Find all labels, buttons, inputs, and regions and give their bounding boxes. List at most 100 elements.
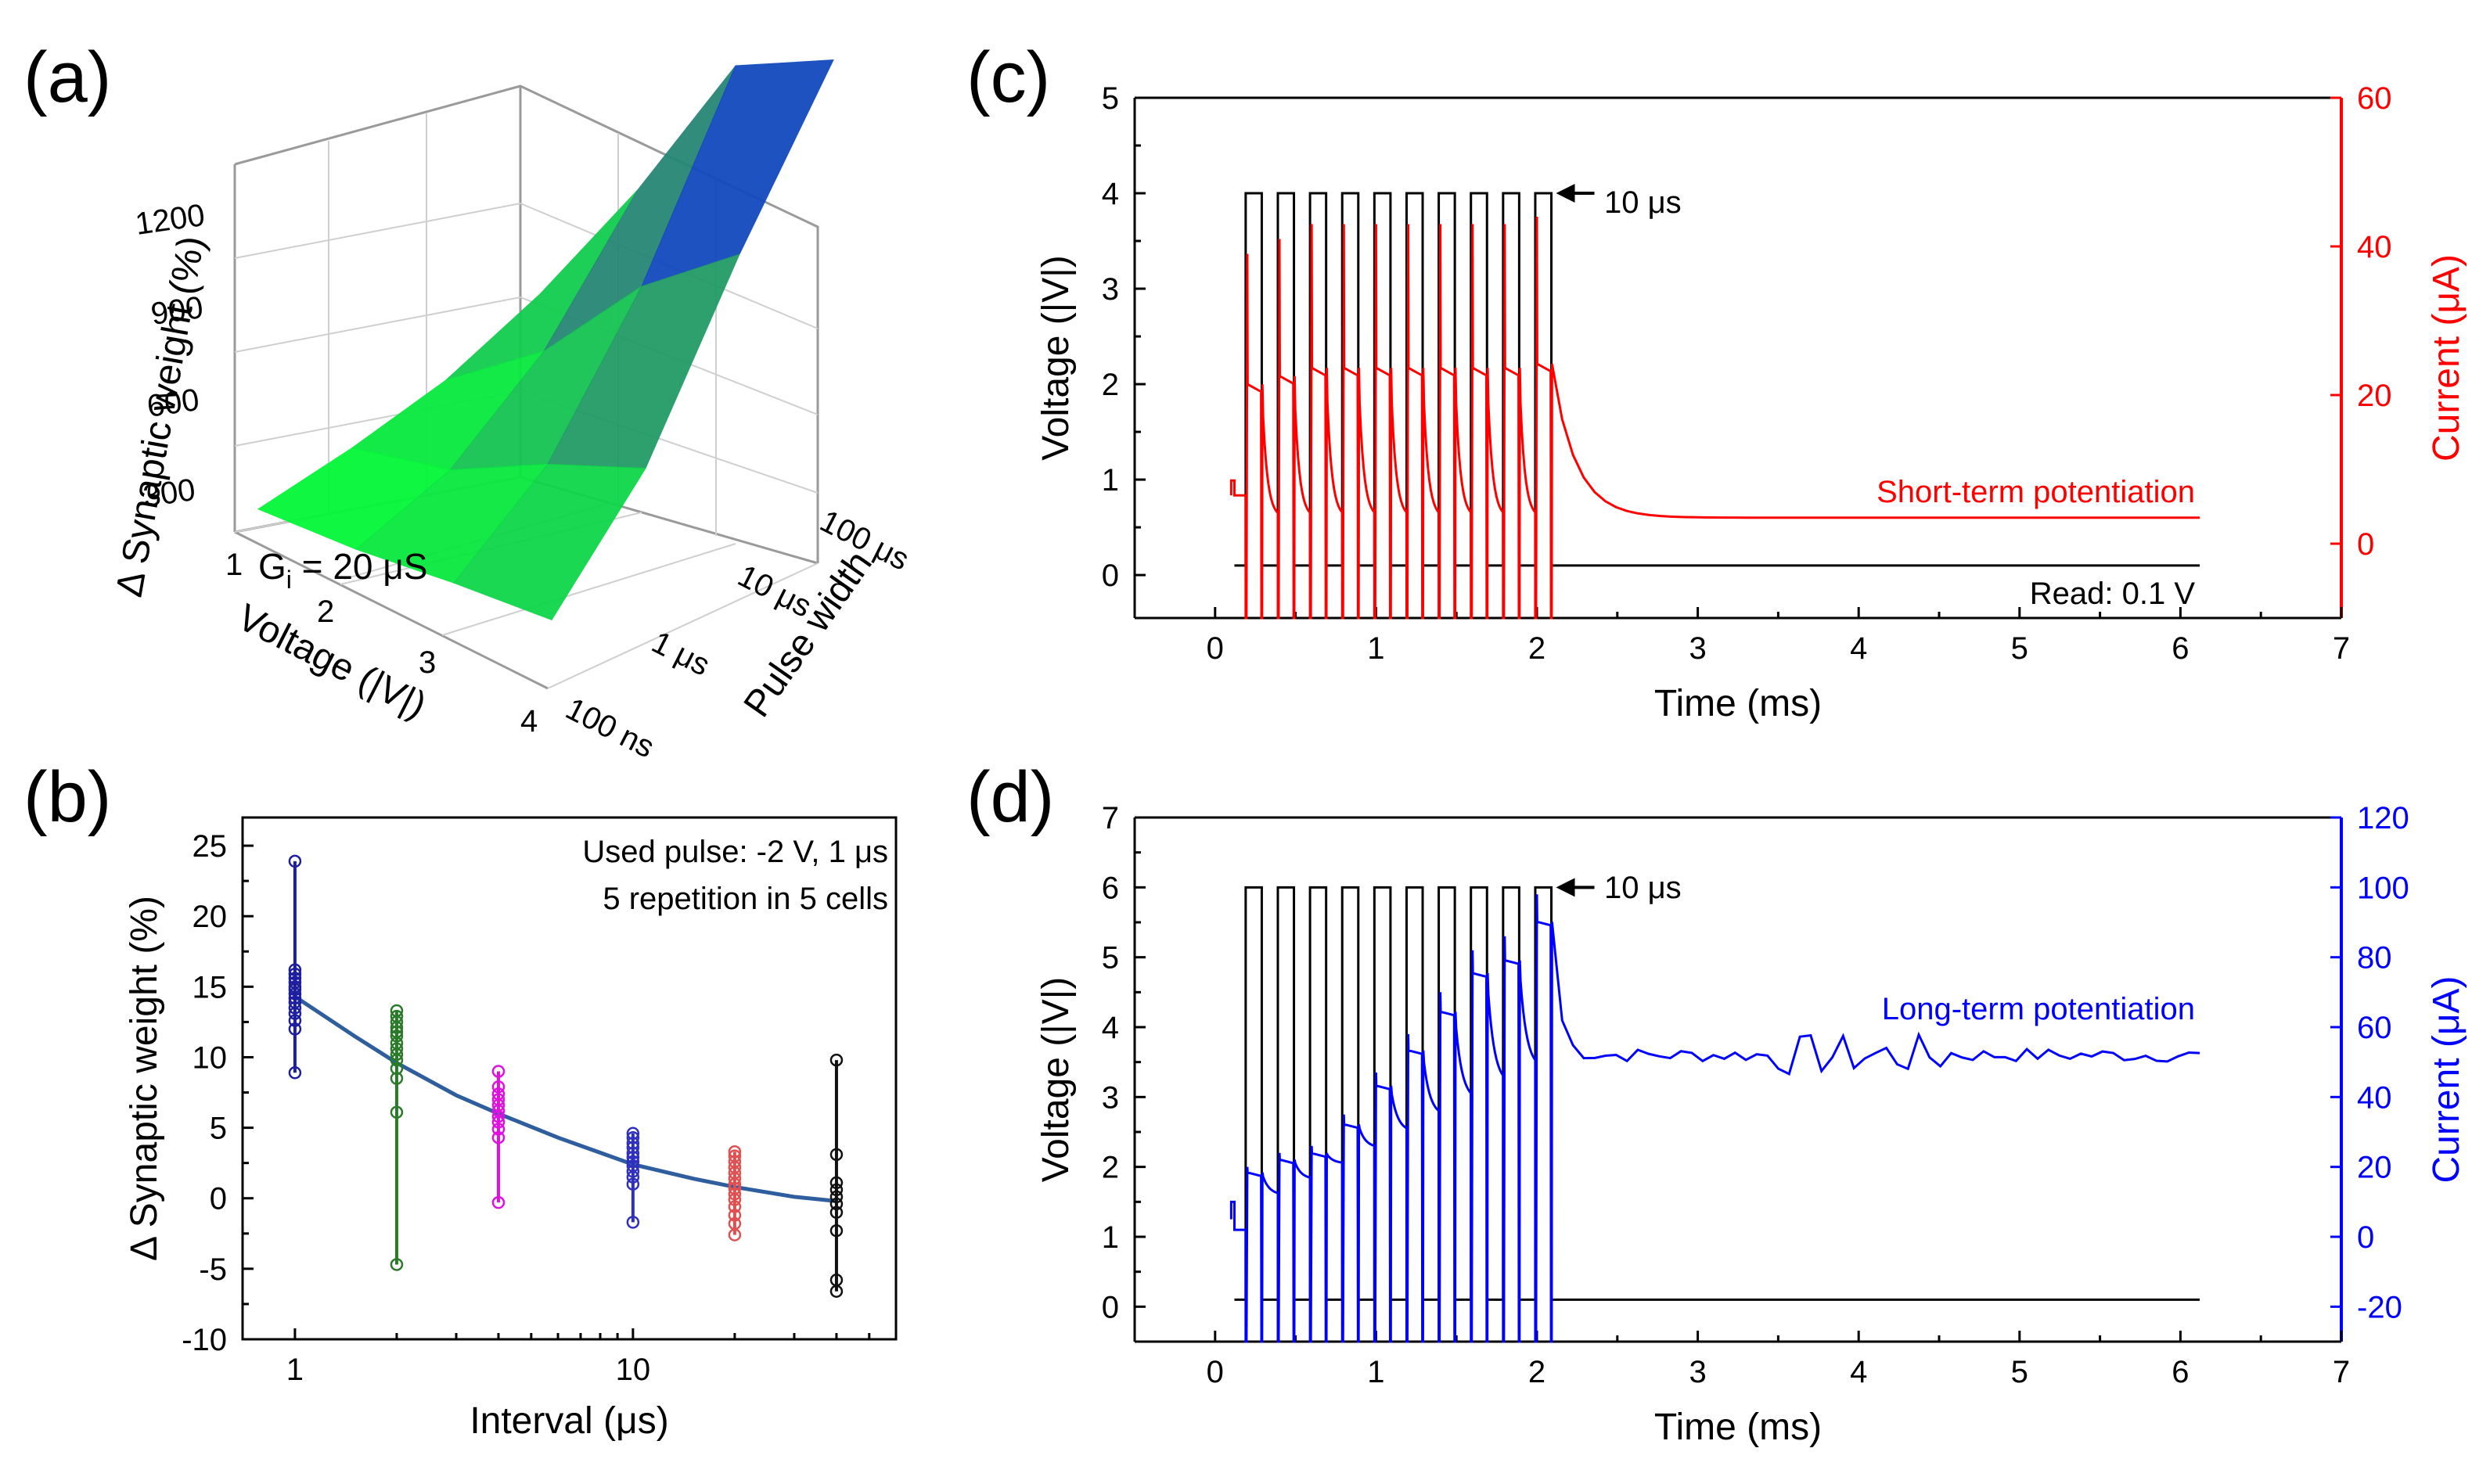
panel-b-ytick-label: 25 bbox=[193, 829, 228, 864]
panel-d-xtick-label: 7 bbox=[2333, 1355, 2350, 1389]
panel-a-ztick: 900 bbox=[149, 290, 205, 332]
panel-b-point bbox=[288, 967, 302, 981]
panel-d-ylabel: Voltage (|V|) bbox=[1035, 977, 1077, 1182]
panel-b-point bbox=[491, 1195, 506, 1209]
panel-b-point bbox=[626, 1165, 640, 1178]
panel-b-point bbox=[288, 995, 302, 1009]
panel-b-point bbox=[626, 1141, 640, 1155]
panel-b-point bbox=[829, 1053, 844, 1067]
panel-c-ytick-label: 2 bbox=[1102, 368, 1119, 402]
panel-d-label: (d) bbox=[966, 757, 1054, 837]
panel-b-point bbox=[491, 1093, 506, 1106]
panel-c-y2tick-label: 60 bbox=[2357, 81, 2392, 116]
panel-b-point bbox=[626, 1216, 640, 1229]
panel-d-voltage-trace bbox=[1234, 886, 2200, 1301]
panel-b-point bbox=[288, 980, 302, 994]
panel-d-y2tick-label: 80 bbox=[2357, 941, 2392, 976]
panel-a-ytick: 1 μs bbox=[646, 625, 715, 683]
panel-d-y2tick-label: -20 bbox=[2357, 1290, 2402, 1324]
panel-d-ytick-label: 2 bbox=[1102, 1151, 1119, 1185]
panel-b-point bbox=[390, 1004, 404, 1018]
panel-d-xlabel: Time (ms) bbox=[1654, 1407, 1822, 1448]
panel-c-xlabel: Time (ms) bbox=[1654, 683, 1822, 724]
panel-b-point bbox=[829, 1274, 844, 1287]
panel-d-xtick-label: 4 bbox=[1850, 1355, 1867, 1389]
panel-b-point bbox=[491, 1065, 506, 1078]
panel-c-ytick-label: 5 bbox=[1102, 81, 1119, 116]
panel-b-point bbox=[829, 1197, 844, 1211]
panel-b-point bbox=[829, 1190, 844, 1204]
panel-a-xtick: 4 bbox=[520, 704, 538, 738]
panel-d-y2tick-label: 60 bbox=[2357, 1011, 2392, 1045]
panel-a-ytick: 100 ns bbox=[560, 692, 660, 765]
panel-c-xtick-label: 2 bbox=[1528, 631, 1545, 666]
panel-c-pulse-annotation: 10 μs bbox=[1604, 185, 1682, 220]
panel-d-y2tick-label: 100 bbox=[2357, 871, 2409, 905]
panel-b-point bbox=[390, 1105, 404, 1119]
panel-b-ylabel: Δ Synaptic weight (%) bbox=[124, 896, 165, 1261]
panel-b-xlabel: Interval (μs) bbox=[470, 1400, 668, 1442]
panel-c-xtick-label: 0 bbox=[1207, 631, 1224, 666]
panel-b-point bbox=[626, 1126, 640, 1141]
panel-c-voltage-trace bbox=[1234, 192, 2200, 567]
panel-c: (c) 0 1 2 3 4 5 6 7 Time (ms) 0 1 2 3 4 5 Voltage (|V|)… bbox=[966, 38, 2467, 724]
panel-d-xtick-label: 0 bbox=[1207, 1355, 1224, 1389]
panel-b-point bbox=[390, 1072, 404, 1085]
panel-b-point bbox=[728, 1181, 742, 1195]
panel-b-point bbox=[626, 1151, 640, 1164]
panel-d-y2tick-label: 40 bbox=[2357, 1080, 2392, 1115]
panel-b-note-2: 5 repetition in 5 cells bbox=[603, 882, 888, 916]
panel-b-point bbox=[491, 1087, 506, 1101]
panel-d-ytick-label: 5 bbox=[1102, 941, 1119, 976]
panel-c-ytick-label: 1 bbox=[1102, 463, 1119, 498]
panel-b-chart: -10 -5 0 5 10 15 20 25 1 10 Interval (μs) Δ Synapti… bbox=[124, 816, 898, 1442]
panel-c-ytick-label: 0 bbox=[1102, 559, 1119, 593]
panel-b-ytick-label: 20 bbox=[193, 900, 228, 934]
panel-d-xtick-label: 1 bbox=[1367, 1355, 1384, 1389]
panel-b-ytick-label: 10 bbox=[193, 1040, 228, 1075]
panel-b-point bbox=[288, 1001, 302, 1015]
panel-b-point bbox=[288, 1066, 302, 1080]
panel-b-point bbox=[728, 1209, 742, 1222]
panel-b-point bbox=[626, 1155, 640, 1169]
panel-a-ztick: 600 bbox=[145, 383, 201, 424]
panel-d-ytick-label: 3 bbox=[1102, 1080, 1119, 1115]
surface-facet bbox=[453, 463, 646, 621]
panel-b-point bbox=[728, 1216, 742, 1231]
panel-b-point bbox=[626, 1137, 640, 1150]
panel-b-point bbox=[829, 1206, 844, 1220]
panel-b-point bbox=[491, 1130, 506, 1144]
panel-b-ytick-label: 15 bbox=[193, 970, 228, 1004]
panel-b-point bbox=[288, 963, 302, 976]
panel-b-point bbox=[390, 1042, 404, 1055]
panel-a-label: (a) bbox=[23, 38, 111, 117]
panel-b-point bbox=[728, 1144, 742, 1159]
panel-c-y2tick-label: 40 bbox=[2357, 230, 2392, 264]
panel-b-point bbox=[626, 1130, 640, 1144]
panel-c-xtick-label: 1 bbox=[1367, 631, 1384, 666]
panel-c-xtick-label: 5 bbox=[2011, 631, 2028, 666]
panel-b-xtick-label: 10 bbox=[616, 1353, 651, 1387]
panel-d-xtick-label: 3 bbox=[1689, 1355, 1706, 1389]
panel-b-ytick-label: 0 bbox=[210, 1182, 227, 1216]
panel-b-point bbox=[288, 1022, 302, 1036]
panel-d-arrow-head bbox=[1556, 878, 1575, 897]
panel-b-ytick-label: 5 bbox=[210, 1112, 227, 1146]
panel-c-ylabel: Voltage (|V|) bbox=[1035, 255, 1077, 460]
panel-b-point bbox=[491, 1080, 506, 1094]
panel-d-xtick-label: 6 bbox=[2172, 1355, 2189, 1389]
panel-a: (a) bbox=[23, 38, 915, 765]
panel-b-point bbox=[491, 1123, 506, 1136]
panel-c-y2label: Current (μA) bbox=[2426, 254, 2467, 462]
panel-d-y2label: Current (μA) bbox=[2426, 976, 2467, 1183]
panel-b-point bbox=[288, 972, 302, 985]
panel-b-point bbox=[288, 1014, 302, 1027]
panel-d-y2tick-label: 20 bbox=[2357, 1151, 2392, 1185]
panel-d: (d) 0 1 2 3 4 5 6 7 Time (ms) 0 1 2 3 4 5 6 7 Voltage (|V… bbox=[966, 757, 2467, 1448]
panel-a-annotation: Gi = 20 μS bbox=[258, 546, 427, 594]
panel-b-point bbox=[626, 1177, 640, 1191]
panel-b-point bbox=[390, 1062, 404, 1076]
panel-d-ytick-label: 1 bbox=[1102, 1220, 1119, 1255]
panel-c-ytick-label: 3 bbox=[1102, 272, 1119, 307]
